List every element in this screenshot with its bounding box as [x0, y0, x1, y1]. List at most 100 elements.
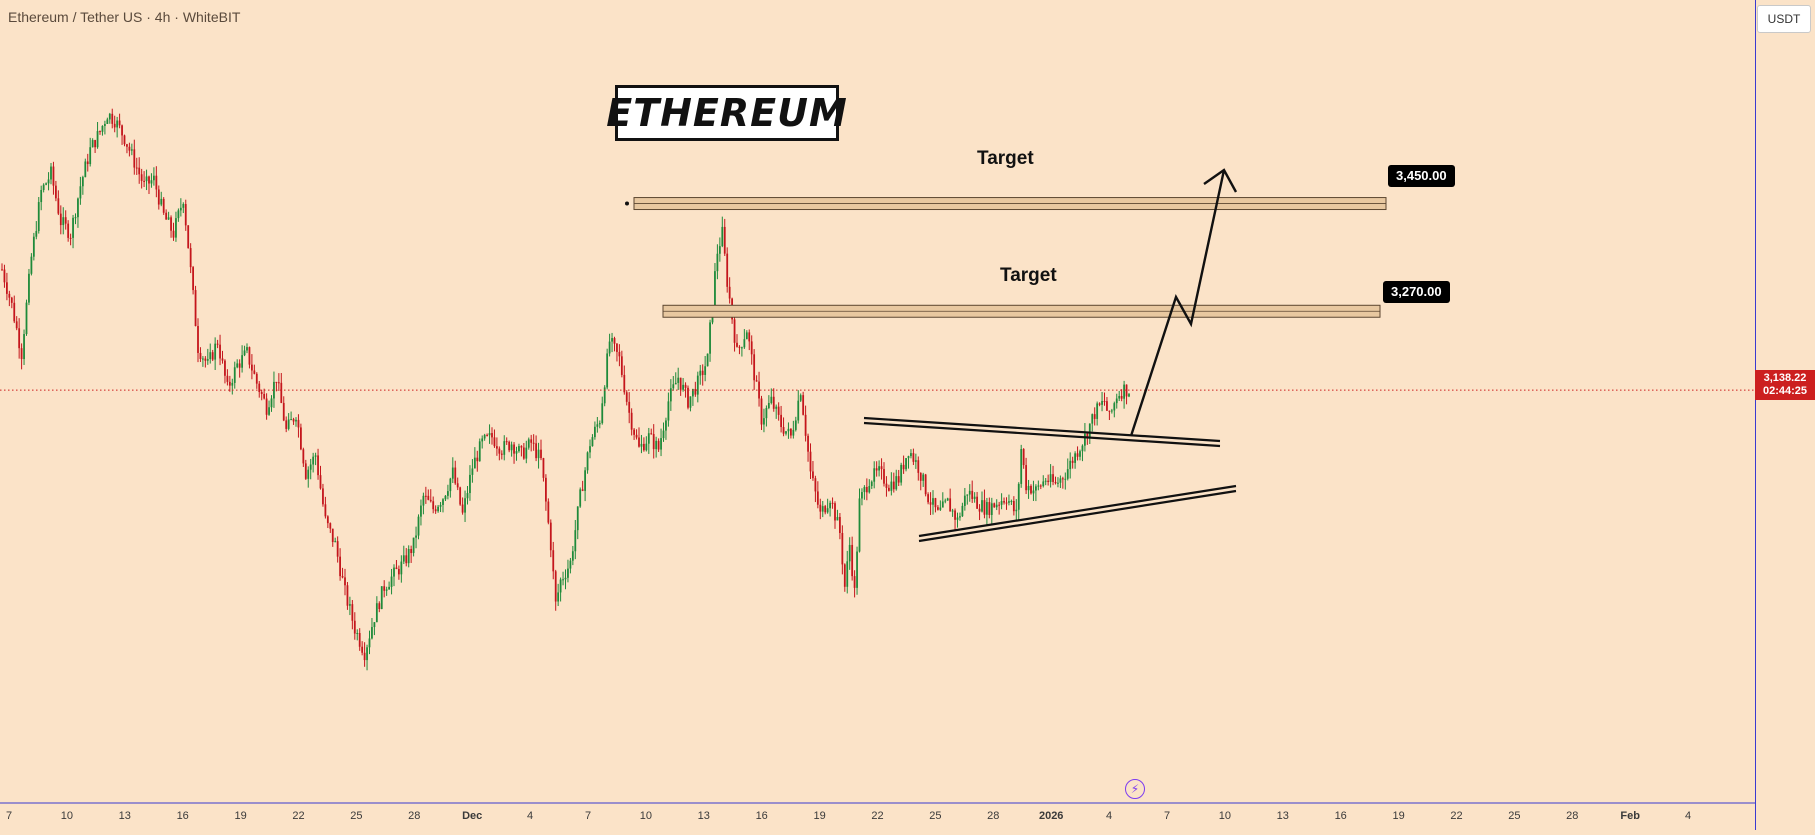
candle-body [398, 568, 400, 575]
candle-body [1042, 481, 1045, 487]
candle-body [552, 550, 555, 572]
candle-body [917, 460, 920, 473]
x-tick-label: 7 [6, 810, 12, 822]
candle-body [780, 414, 782, 428]
currency-button[interactable]: USDT [1757, 5, 1811, 33]
candle-body [809, 451, 812, 472]
candle-body [28, 273, 30, 303]
x-tick-label: 28 [987, 810, 999, 822]
candle-body [111, 113, 114, 124]
candle-body [300, 427, 302, 450]
candle-body [226, 375, 229, 382]
candle-body [194, 290, 197, 327]
candle-body [339, 556, 341, 577]
candle-body [407, 549, 410, 564]
candle-body [1079, 451, 1081, 457]
candle-body [1096, 403, 1099, 419]
candle-body [868, 486, 871, 493]
candle-body [3, 269, 6, 283]
candle-body [620, 356, 623, 375]
candle-body [682, 384, 684, 390]
candle-body [1101, 401, 1103, 405]
candle-body [366, 647, 368, 661]
candle-body [721, 226, 724, 247]
candle-body [520, 446, 523, 448]
candle-body [1074, 453, 1076, 463]
candle-body [787, 428, 790, 432]
candle-body [238, 363, 241, 368]
candle-body [361, 646, 364, 653]
candle-body [123, 135, 126, 145]
candle-body [919, 472, 922, 481]
candle-body [630, 412, 633, 430]
x-tick-label: 10 [1219, 810, 1231, 822]
candle-body [826, 508, 829, 513]
candle-body [236, 363, 239, 368]
candle-body [907, 456, 910, 459]
candle-body [1103, 401, 1106, 403]
candle-body [224, 360, 226, 376]
candle-body [674, 382, 677, 385]
candle-body [1125, 384, 1128, 397]
candle-body [167, 217, 170, 220]
x-tick-label: 13 [1277, 810, 1289, 822]
candle-body [861, 492, 863, 499]
candle-body [547, 501, 550, 523]
candle-body [8, 293, 11, 298]
candle-body [638, 437, 640, 447]
candle-body [99, 131, 101, 133]
wedge-lower-line [918, 489, 1237, 543]
candle-body [841, 532, 844, 565]
candle-body [410, 549, 413, 554]
candle-body [1086, 433, 1089, 439]
candle-body [476, 457, 479, 462]
candle-body [113, 123, 116, 128]
candle-body [1084, 433, 1086, 446]
candle-body [606, 353, 609, 388]
candle-body [285, 420, 288, 429]
candle-body [995, 504, 998, 508]
candle-body [589, 446, 591, 453]
candle-body [1118, 396, 1121, 399]
candle-body [900, 464, 903, 483]
candle-body [405, 555, 408, 564]
candle-body [772, 396, 775, 409]
candle-body [885, 483, 888, 488]
candle-body [750, 341, 753, 355]
candle-body [618, 351, 621, 357]
candle-body [535, 443, 537, 459]
candle-body [652, 434, 655, 450]
candle-body [424, 495, 427, 497]
candle-body [672, 384, 675, 389]
candle-body [745, 332, 748, 340]
candle-body [184, 204, 187, 226]
candle-body [525, 447, 528, 459]
x-tick-label: 7 [1164, 810, 1170, 822]
candle-body [153, 175, 155, 181]
candle-body [478, 441, 481, 462]
candle-body [197, 326, 199, 353]
candle-body [554, 571, 557, 602]
candle-body [344, 577, 346, 586]
candle-body [770, 396, 773, 404]
candle-body [728, 286, 731, 299]
price-axis[interactable] [1755, 0, 1815, 830]
candle-body [74, 217, 77, 219]
candle-body [280, 382, 283, 403]
candle-body [513, 444, 515, 454]
candle-body [890, 481, 893, 491]
lightning-icon[interactable]: ⚡ [1125, 779, 1145, 799]
candle-body [143, 180, 145, 182]
candle-body [966, 494, 969, 496]
candle-body [216, 343, 219, 345]
candle-body [202, 358, 204, 360]
candle-body [603, 387, 606, 404]
candle-body [429, 499, 432, 502]
candle-body [32, 236, 35, 257]
candle-body [454, 467, 457, 484]
candle-body [831, 502, 834, 504]
candle-body [383, 586, 386, 591]
candle-body [471, 468, 474, 475]
